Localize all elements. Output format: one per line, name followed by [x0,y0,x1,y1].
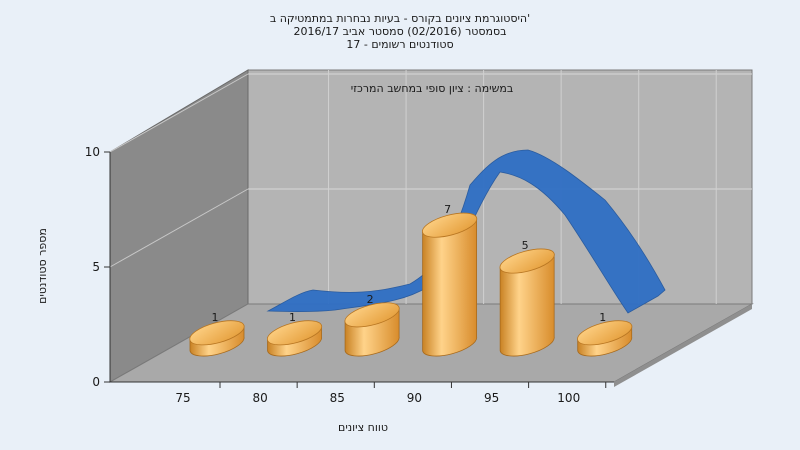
x-tick-label: 85 [330,391,345,405]
y-tick-label: 5 [92,260,100,274]
bar: 7 [422,203,478,357]
x-axis-title: טווח ציונים [338,421,388,434]
bar-body [499,253,555,357]
y-axis: 0 5 10 [85,145,110,389]
bar: 2 [344,293,400,357]
x-tick-label: 75 [175,391,190,405]
bar: 5 [499,239,555,357]
x-tick-label: 80 [253,391,268,405]
bar-cap [266,320,323,346]
chart-title-line-3: סטודנטים רשומים - 17 [346,38,453,51]
y-tick-label: 10 [85,145,100,159]
y-axis-title: מספר סטודנטים [36,228,49,304]
bar: 1 [266,311,323,357]
bar-value-label: 2 [367,293,374,306]
floor-edge [614,304,752,387]
bar-value-label: 1 [289,311,296,324]
x-axis: 75 80 85 90 95 100 [109,152,614,405]
bar-value-label: 1 [212,311,219,324]
bar-body [422,217,478,357]
x-tick-label: 95 [484,391,499,405]
bar-value-label: 7 [444,203,451,216]
x-tick-label: 90 [407,391,422,405]
bar-value-label: 5 [522,239,529,252]
grid-line-side [109,73,249,153]
bar-cap [577,320,633,346]
chart-title-line-1: היסטוגרמת ציונים בקורס - בעיות נבחרות במ… [270,12,530,25]
bar-cap [499,248,555,274]
bar-cap [422,212,478,238]
bar-cap [344,302,400,328]
y-tick-label: 0 [92,375,100,389]
bars: 1 1 2 7 5 1 [189,203,633,357]
bar-value-label: 1 [599,311,606,324]
chart-title-line-2: בסמסטר (02/2016) סמסטר אביב 2016/17 [293,25,506,38]
bar: 1 [577,311,633,357]
bar-cap [189,320,245,346]
chart-subtitle: במשימה : ציון סופי במחשב המרכזי [351,82,514,95]
x-tick-label: 100 [557,391,580,405]
bar: 1 [189,311,245,357]
grid-line-side [109,188,249,268]
